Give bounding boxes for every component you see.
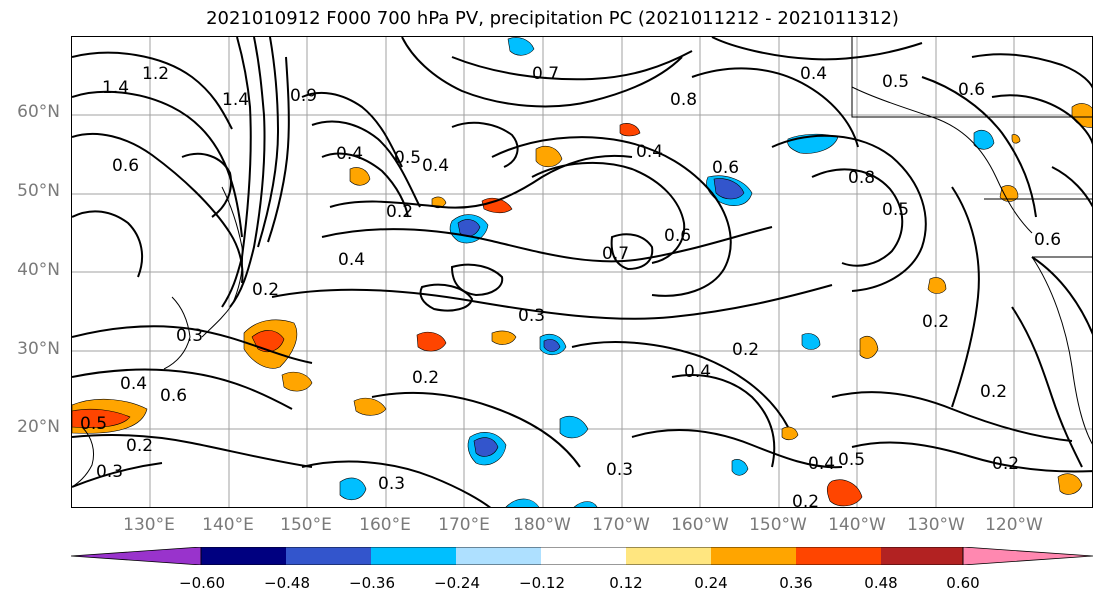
map-canvas: 1.2 1.4 1.4 0.9 0.6 0.4 0.5 0.4 0.2 0.4 … [72, 37, 1092, 508]
colorbar-segment [881, 547, 963, 565]
lon-label-140w: 140°W [828, 515, 886, 535]
lon-label-180w: 180°W [513, 515, 571, 535]
colorbar-tick-label: −0.24 [434, 574, 480, 592]
contour-label: 0.6 [112, 156, 139, 176]
contour-label: 1.4 [102, 78, 129, 98]
contour-label: 0.2 [922, 312, 949, 332]
contour-label: 0.2 [386, 202, 413, 222]
contour-label: 0.5 [394, 148, 421, 168]
precipitation-shading [72, 37, 1092, 507]
colorbar-segment [541, 547, 626, 565]
contour-label: 0.6 [1034, 230, 1061, 250]
contour-label: 0.5 [838, 450, 865, 470]
colorbar-segment [71, 547, 202, 565]
colorbar-segment [201, 547, 286, 565]
colorbar-tick-label: 0.24 [694, 574, 728, 592]
contour-label: 1.4 [222, 90, 249, 110]
contour-label: 0.4 [422, 156, 449, 176]
coastlines [72, 37, 1092, 488]
contour-label: 0.6 [160, 386, 187, 406]
contour-label: 0.6 [958, 80, 985, 100]
contour-label: 0.5 [882, 72, 909, 92]
contour-label: 0.2 [980, 382, 1007, 402]
lon-label-130w: 130°W [907, 515, 965, 535]
pv-contours [72, 37, 1092, 507]
lon-label-160e: 160°E [359, 515, 411, 535]
map-panel: 1.2 1.4 1.4 0.9 0.6 0.4 0.5 0.4 0.2 0.4 … [71, 36, 1093, 508]
contour-label: 0.2 [412, 368, 439, 388]
contour-label: 0.7 [602, 244, 629, 264]
contour-label: 0.4 [808, 454, 835, 474]
lat-label-50n: 50°N [17, 181, 60, 201]
contour-label: 0.5 [882, 200, 909, 220]
contour-label: 0.4 [336, 144, 363, 164]
contour-label: 0.3 [176, 326, 203, 346]
contour-label: 1.2 [142, 64, 169, 84]
lat-label-60n: 60°N [17, 102, 60, 122]
colorbar-segment [962, 547, 1093, 565]
figure-title: 2021010912 F000 700 hPa PV, precipitatio… [206, 8, 899, 29]
colorbar-tick-label: −0.36 [349, 574, 395, 592]
lon-label-170e: 170°E [438, 515, 490, 535]
lon-label-150w: 150°W [749, 515, 807, 535]
contour-label: 0.3 [378, 474, 405, 494]
colorbar-tick-label: 0.60 [946, 574, 980, 592]
contour-label: 0.4 [636, 142, 663, 162]
colorbar-segment [796, 547, 881, 565]
contour-labels: 1.2 1.4 1.4 0.9 0.6 0.4 0.5 0.4 0.2 0.4 … [80, 64, 1061, 508]
lat-label-20n: 20°N [17, 417, 60, 437]
colorbar-segment [626, 547, 711, 565]
lon-label-130e: 130°E [123, 515, 175, 535]
contour-label: 0.6 [664, 226, 691, 246]
contour-label: 0.4 [800, 64, 827, 84]
contour-label: 0.8 [848, 168, 875, 188]
lon-label-160w: 160°W [671, 515, 729, 535]
colorbar-segment [711, 547, 796, 565]
contour-label: 0.3 [606, 460, 633, 480]
colorbar-segment [286, 547, 371, 565]
contour-label: 0.8 [670, 90, 697, 110]
contour-label: 0.6 [712, 158, 739, 178]
contour-label: 0.9 [290, 86, 317, 106]
contour-label: 0.2 [792, 492, 819, 508]
colorbar-tick-label: 0.12 [609, 574, 643, 592]
contour-label: 0.7 [532, 64, 559, 84]
colorbar-tick-label: −0.48 [264, 574, 310, 592]
contour-label: 0.2 [732, 340, 759, 360]
colorbar-segment [456, 547, 541, 565]
lon-label-150e: 150°E [280, 515, 332, 535]
lat-label-30n: 30°N [17, 339, 60, 359]
contour-label: 0.4 [338, 250, 365, 270]
colorbar-segment [371, 547, 456, 565]
contour-label: 0.5 [80, 414, 107, 434]
lon-label-120w: 120°W [985, 515, 1043, 535]
contour-label: 0.2 [126, 436, 153, 456]
colorbar-tick-label: −0.12 [519, 574, 565, 592]
colorbar-tick-label: 0.36 [779, 574, 813, 592]
contour-label: 0.4 [120, 374, 147, 394]
contour-label: 0.2 [992, 454, 1019, 474]
contour-label: 0.3 [96, 462, 123, 482]
colorbar [71, 547, 1093, 565]
colorbar-tick-label: 0.48 [864, 574, 898, 592]
contour-label: 0.2 [252, 280, 279, 300]
lat-label-40n: 40°N [17, 260, 60, 280]
lon-label-140e: 140°E [202, 515, 254, 535]
lon-label-170w: 170°W [592, 515, 650, 535]
contour-label: 0.4 [684, 362, 711, 382]
colorbar-tick-label: −0.60 [179, 574, 225, 592]
contour-label: 0.3 [518, 306, 545, 326]
